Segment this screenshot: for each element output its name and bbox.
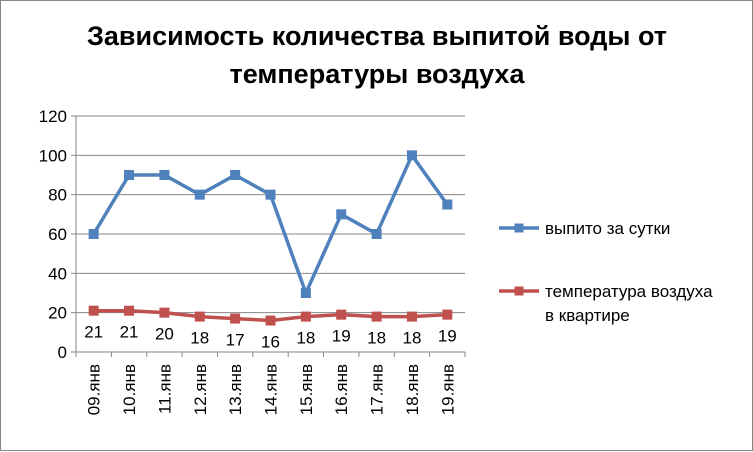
data-point-marker: [160, 308, 169, 317]
data-point-marker: [407, 151, 416, 160]
data-point-marker: [231, 171, 240, 180]
x-tick-label: 17.янв: [368, 364, 387, 415]
data-label: 20: [155, 325, 174, 344]
plot-series: [89, 151, 452, 325]
x-tick-label: 09.янв: [85, 364, 104, 415]
legend-marker-0: [515, 224, 524, 233]
data-point-marker: [372, 312, 381, 321]
data-point-marker: [266, 316, 275, 325]
data-label: 17: [226, 331, 245, 350]
x-tick-label: 12.янв: [191, 364, 210, 415]
data-point-marker: [160, 171, 169, 180]
data-point-marker: [407, 312, 416, 321]
data-label: 16: [261, 333, 280, 352]
y-tick-label: 120: [39, 107, 67, 126]
legend-label: выпито за сутки: [545, 219, 670, 238]
data-point-marker: [443, 310, 452, 319]
data-label: 18: [190, 329, 209, 348]
data-point-marker: [443, 200, 452, 209]
data-label: 21: [84, 323, 103, 342]
legend-marker-1: [515, 287, 524, 296]
legend: выпито за сутки температура воздуха в квар…: [499, 219, 713, 325]
data-point-marker: [195, 312, 204, 321]
y-tick-label: 80: [48, 186, 67, 205]
data-point-marker: [372, 230, 381, 239]
data-label: 19: [438, 327, 457, 346]
data-point-marker: [125, 171, 134, 180]
x-tick-label: 11.янв: [155, 364, 174, 414]
data-point-marker: [301, 289, 310, 298]
data-point-marker: [231, 314, 240, 323]
x-tick-label: 13.янв: [226, 364, 245, 415]
x-tick-label: 14.янв: [262, 364, 281, 415]
chart-title-line-2: температуры воздуха: [230, 59, 526, 89]
y-tick-label: 60: [48, 225, 67, 244]
x-tick-label: 15.янв: [297, 364, 316, 415]
data-label: 19: [332, 327, 351, 346]
legend-label: в квартире: [545, 306, 630, 325]
data-labels: 21 21 20 18 17 16 18 19 18 18 19: [84, 323, 457, 352]
chart-title-line-1: Зависимость количества выпитой воды от: [87, 21, 667, 51]
x-tick-label: 18.янв: [403, 364, 422, 415]
y-tick-label: 20: [48, 304, 67, 323]
y-tick-label: 40: [48, 264, 67, 283]
data-point-marker: [195, 190, 204, 199]
x-tick-label: 16.янв: [332, 364, 351, 415]
data-point-marker: [125, 306, 134, 315]
data-point-marker: [337, 310, 346, 319]
y-tick-label: 0: [58, 343, 67, 362]
y-tick-label: 100: [39, 146, 67, 165]
series-line-0: [94, 155, 448, 293]
data-point-marker: [266, 190, 275, 199]
axes: 0 20 40 60 80 100 120 09.янв 10.янв 11.янв 12.янв 1…: [39, 107, 465, 415]
data-point-marker: [89, 230, 98, 239]
gridlines: [76, 116, 465, 313]
data-label: 18: [367, 329, 386, 348]
data-label: 21: [120, 323, 139, 342]
x-tick-label: 19.янв: [438, 364, 457, 415]
data-point-marker: [89, 306, 98, 315]
data-label: 18: [402, 329, 421, 348]
data-label: 18: [296, 329, 315, 348]
data-point-marker: [337, 210, 346, 219]
data-point-marker: [301, 312, 310, 321]
x-tick-label: 10.янв: [120, 364, 139, 415]
legend-label: температура воздуха: [545, 282, 713, 301]
